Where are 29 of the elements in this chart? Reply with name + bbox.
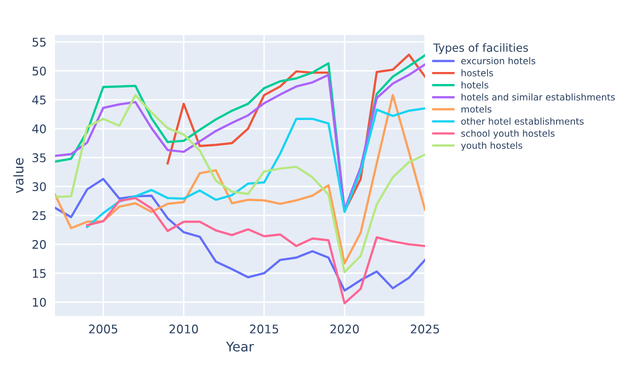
legend-label: hotels — [462, 81, 488, 88]
legend-label: motels — [462, 106, 492, 113]
x-tick-label: 2020 — [330, 324, 359, 334]
y-tick-label: 55 — [32, 38, 46, 47]
x-tick-label: 2025 — [410, 324, 439, 334]
legend-label: excursion hotels — [461, 57, 536, 64]
legend-label: school youth hostels — [461, 130, 555, 139]
legend-label: other hotel establishments — [461, 118, 584, 125]
y-tick-label: 40 — [32, 124, 46, 134]
legend-label: youth hostels — [461, 142, 522, 151]
y-tick-label: 15 — [32, 269, 46, 278]
x-tick-label: 2015 — [250, 324, 278, 334]
line-series — [86, 196, 425, 304]
legend-label: hostels — [462, 69, 494, 76]
legend-label: hotels and similar establishments — [462, 93, 615, 101]
y-tick-label: 35 — [32, 153, 46, 162]
legend-title: Types of facilities — [433, 43, 528, 54]
y-tick-label: 50 — [32, 66, 46, 76]
y-tick-label: 10 — [32, 298, 46, 307]
y-tick-label: 30 — [32, 182, 46, 192]
y-tick-label: 20 — [32, 240, 46, 249]
y-tick-label: 45 — [32, 96, 46, 104]
line-series — [86, 107, 425, 228]
x-tick-label: 2005 — [89, 324, 118, 334]
x-axis-title: Year — [226, 342, 254, 352]
line-series — [55, 178, 425, 292]
y-axis-title: value — [13, 158, 24, 194]
y-tick-label: 25 — [32, 211, 46, 220]
x-tick-label: 2010 — [170, 324, 198, 334]
